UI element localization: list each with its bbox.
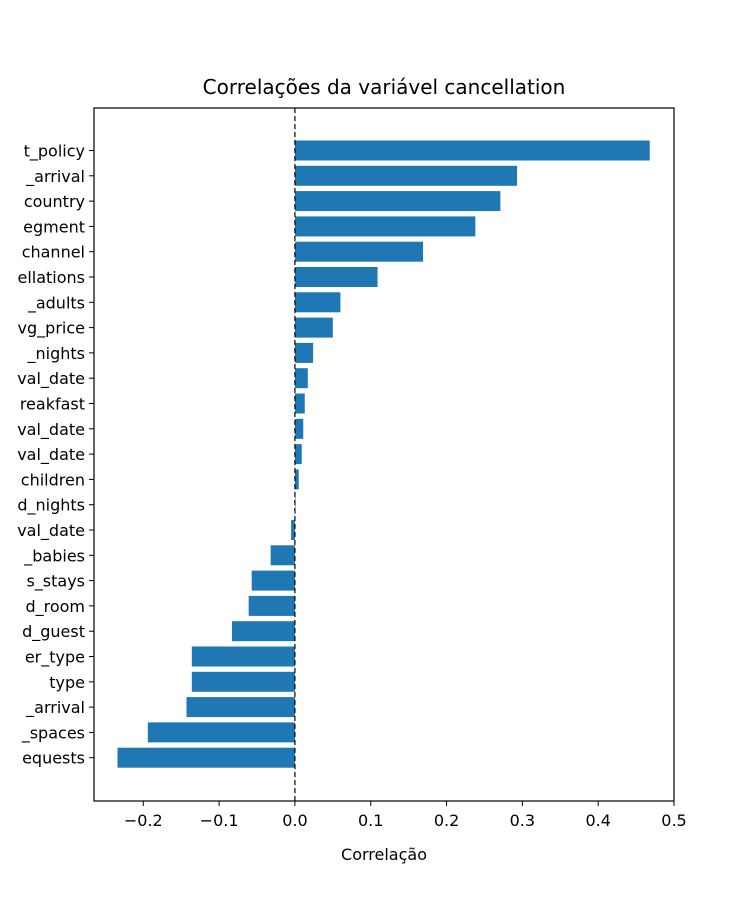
y-tick-label: t_policy [24,142,85,162]
x-tick-label: 0.1 [358,811,383,830]
x-tick-label: 0.3 [510,811,535,830]
x-axis-label: Correlação [341,845,427,864]
bar [294,216,476,237]
plot-frame [93,107,675,802]
x-tick-label: −0.1 [200,811,239,830]
y-tick-label: val_date [17,521,85,541]
bar [294,317,333,338]
y-tick-label: _arrival [25,698,85,718]
y-tick-label: _spaces [21,723,85,743]
y-tick-label: d_nights [17,496,85,516]
y-tick-label: d_room [25,597,85,617]
bar [294,342,314,363]
bar [117,747,295,768]
bar [294,165,518,186]
y-tick-label: _babies [23,546,85,566]
y-tick-label: val_date [17,445,85,465]
y-tick-label: val_date [17,369,85,389]
y-tick-label: type [49,673,85,692]
bar [231,621,295,642]
y-tick-label: s_stays [26,572,85,592]
y-tick-label: children [21,470,85,489]
bar [291,520,295,540]
y-tick-label: reakfast [20,395,85,414]
chart-title: Correlações da variável cancellation [203,75,566,99]
bar [248,595,295,616]
x-tick-label: 0.0 [282,811,307,830]
bar [294,418,304,439]
y-tick-label: er_type [25,648,85,668]
y-tick-label: channel [22,243,85,262]
bar [294,140,650,161]
y-tick-label: val_date [17,420,85,440]
bar [294,292,341,313]
x-axis: −0.2 −0.1 0.0 0.1 0.2 0.3 0.4 0.5 [124,801,687,830]
x-tick-label: −0.2 [124,811,163,830]
bar [191,646,295,667]
y-tick-label: egment [23,217,85,236]
x-tick-label: 0.4 [585,811,610,830]
bar [294,191,501,212]
y-tick-label: _arrival [25,167,85,187]
bar [294,469,299,490]
bar [191,671,295,692]
bar [186,697,295,718]
bar [294,393,305,414]
y-tick-label: ellations [17,268,85,287]
bar [294,368,308,389]
x-tick-label: 0.5 [661,811,686,830]
y-tick-label: equests [22,749,85,768]
bar [294,267,378,287]
y-tick-label: _adults [27,293,85,313]
y-tick-label: country [24,192,85,211]
bar [270,545,295,566]
bar [294,444,302,465]
y-tick-label: d_guest [22,622,85,642]
y-tick-label: vg_price [18,319,85,339]
bar [251,570,295,591]
bar [147,722,295,743]
y-tick-label: _nights [27,344,86,364]
bars-group [117,140,650,768]
bar [294,241,424,262]
x-tick-label: 0.2 [434,811,459,830]
y-axis: t_policy_arrivalcountryegmentchannelella… [17,142,94,768]
